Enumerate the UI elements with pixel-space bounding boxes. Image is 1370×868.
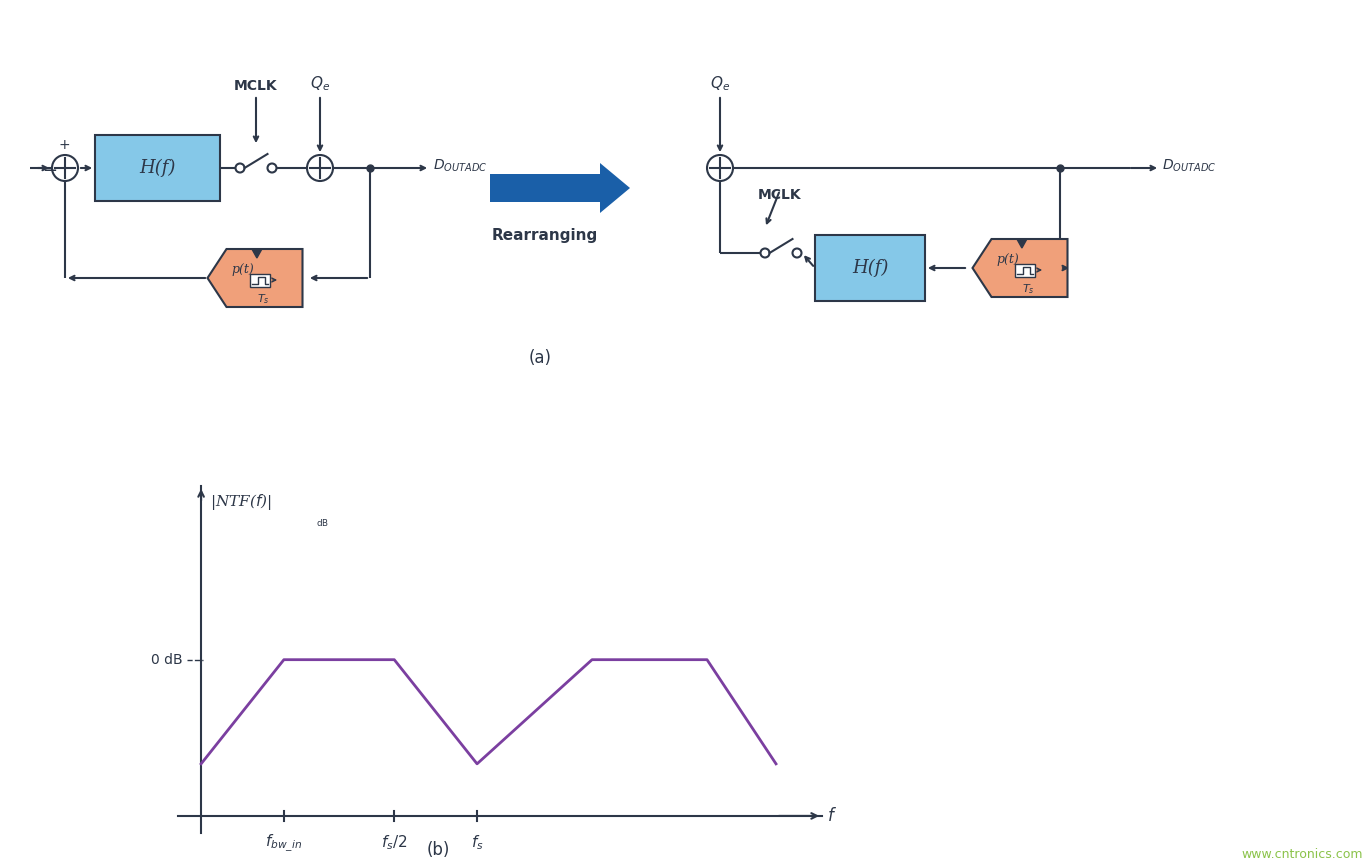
Text: |NTF($f$)|: |NTF($f$)| [210,492,273,512]
Polygon shape [207,249,303,307]
Text: $Q_e$: $Q_e$ [710,75,730,93]
Text: +: + [58,138,70,152]
Text: (a): (a) [529,349,552,367]
Text: $T_s$: $T_s$ [256,293,270,306]
Text: Rearranging: Rearranging [492,228,599,243]
Text: −: − [42,162,58,180]
Polygon shape [973,239,1067,297]
Bar [1015,264,1034,277]
Text: $T_s$: $T_s$ [1022,282,1034,296]
Text: $f_{bw\_in}$: $f_{bw\_in}$ [266,833,303,854]
Text: $Q_e$: $Q_e$ [310,75,330,93]
Polygon shape [252,249,262,258]
Text: H(f): H(f) [852,259,888,277]
Text: MCLK: MCLK [758,188,801,202]
Text: $_{\rm dB}$: $_{\rm dB}$ [316,515,329,528]
Text: H(f): H(f) [140,159,175,177]
Text: p(t): p(t) [232,264,255,277]
Text: MCLK: MCLK [234,79,278,93]
Text: $D_{OUTADC}$: $D_{OUTADC}$ [1162,158,1217,174]
Polygon shape [1017,239,1028,248]
Text: p(t): p(t) [996,253,1019,266]
Text: $f$: $f$ [826,807,837,825]
Bar [95,135,221,201]
Bar [249,273,270,286]
Text: (b): (b) [426,841,451,859]
Bar [815,235,925,301]
Text: www.cntronics.com: www.cntronics.com [1241,848,1363,861]
Text: $f_s$: $f_s$ [471,833,484,852]
Text: $f_s/2$: $f_s/2$ [381,833,407,852]
FancyArrow shape [490,163,630,213]
Text: 0 dB: 0 dB [151,653,182,667]
Text: $D_{OUTADC}$: $D_{OUTADC}$ [433,158,488,174]
